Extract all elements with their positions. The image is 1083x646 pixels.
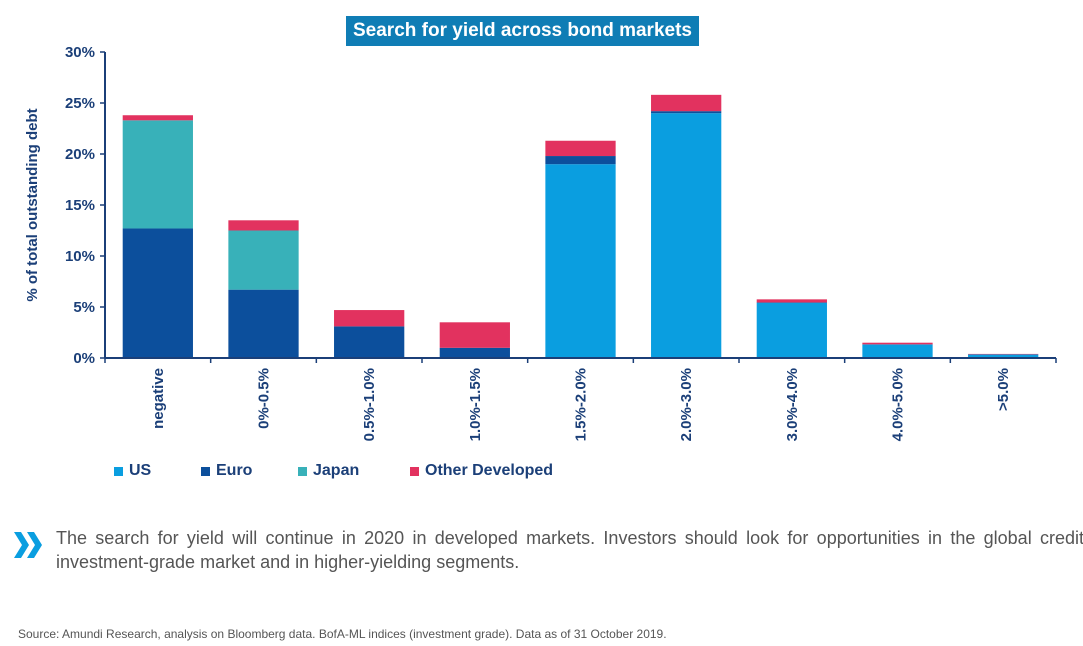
legend-item-euro: Euro xyxy=(201,462,252,480)
x-tick-label-4: 1.5%-2.0% xyxy=(573,368,590,441)
legend-swatch-euro xyxy=(201,466,210,476)
callout-text: The search for yield will continue in 20… xyxy=(56,528,1083,572)
bar-us-7 xyxy=(862,344,933,358)
y-tick-label-1: 5% xyxy=(73,299,95,316)
x-tick-label-8: >5.0% xyxy=(995,368,1012,411)
y-axis-title: % of total outstanding debt xyxy=(24,108,41,301)
x-tick-label-2: 0.5%-1.0% xyxy=(361,368,378,441)
legend-item-japan: Japan xyxy=(298,462,359,480)
x-tick-label-1: 0%-0.5% xyxy=(256,368,273,429)
chart-title: Search for yield across bond markets xyxy=(346,16,699,46)
x-tick-label-7: 4.0%-5.0% xyxy=(890,368,907,441)
double-chevron-icon xyxy=(14,532,42,558)
bar-other-developed-3 xyxy=(439,322,510,348)
bar-other-developed-5 xyxy=(651,94,722,112)
bar-euro-2 xyxy=(334,326,405,358)
bar-us-8 xyxy=(968,354,1039,358)
legend-swatch-other-developed xyxy=(410,466,419,476)
bar-other-developed-0 xyxy=(122,115,193,121)
x-tick-label-0: negative xyxy=(150,368,167,429)
legend-item-us: US xyxy=(114,462,151,480)
bar-us-6 xyxy=(756,302,827,358)
bar-japan-0 xyxy=(122,120,193,229)
bar-euro-3 xyxy=(439,347,510,358)
bar-euro-0 xyxy=(122,228,193,358)
x-tick-label-6: 3.0%-4.0% xyxy=(784,368,801,441)
bar-other-developed-4 xyxy=(545,140,616,157)
chevron-right-shape xyxy=(27,532,42,558)
y-tick-label-3: 15% xyxy=(65,197,95,214)
bar-euro-7 xyxy=(862,344,933,345)
y-tick-label-2: 10% xyxy=(65,248,95,265)
x-tick-label-3: 1.0%-1.5% xyxy=(467,368,484,441)
bar-other-developed-1 xyxy=(228,220,299,231)
bar-us-5 xyxy=(651,113,722,358)
y-tick-label-4: 20% xyxy=(65,146,95,163)
bar-euro-1 xyxy=(228,289,299,358)
y-tick-label-6: 30% xyxy=(65,44,95,61)
source-note: Source: Amundi Research, analysis on Blo… xyxy=(18,627,667,641)
legend-label-other-developed: Other Developed xyxy=(425,462,554,479)
bar-euro-5 xyxy=(651,111,722,114)
legend-swatch-us xyxy=(114,466,123,476)
legend-label-euro: Euro xyxy=(216,462,253,479)
y-tick-label-0: 0% xyxy=(73,350,95,367)
chevron-left-shape xyxy=(14,532,29,558)
x-tick-label-5: 2.0%-3.0% xyxy=(678,368,695,441)
legend-label-japan: Japan xyxy=(313,462,360,479)
legend-label-us: US xyxy=(129,462,152,479)
chart: 0% 5% 10% 15% 20% 25% 30% negative 0%-0.5% 0.5%-1… xyxy=(24,44,1057,441)
bar-japan-1 xyxy=(228,230,299,290)
bar-us-4 xyxy=(545,164,616,358)
bar-other-developed-6 xyxy=(756,299,827,303)
bar-other-developed-7 xyxy=(862,342,933,345)
bar-euro-6 xyxy=(756,302,827,303)
y-tick-label-5: 25% xyxy=(65,95,95,112)
legend-swatch-japan xyxy=(298,466,307,476)
bar-other-developed-8 xyxy=(968,353,1039,355)
bar-euro-4 xyxy=(545,156,616,165)
legend-item-other-developed: Other Developed xyxy=(410,462,553,480)
bar-other-developed-2 xyxy=(334,310,405,327)
